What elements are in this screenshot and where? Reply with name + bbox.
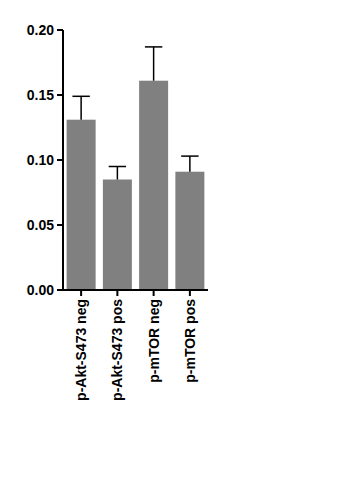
y-tick-label: 0.10 xyxy=(27,152,54,168)
error-bar xyxy=(109,167,126,180)
chart: 0.00 0.05 0.10 0.15 0.20 p-Akt-S473 neg p-Akt-… xyxy=(0,0,344,477)
x-axis xyxy=(62,289,208,291)
y-tick-label: 0.15 xyxy=(27,87,54,103)
error-bar xyxy=(72,96,89,119)
x-tick xyxy=(80,290,82,296)
error-bar xyxy=(145,47,162,81)
x-tick-label: p-mTOR neg xyxy=(146,299,162,383)
x-tick-label: p-Akt-S473 neg xyxy=(73,299,89,401)
error-bar xyxy=(181,156,198,172)
x-tick xyxy=(116,290,118,296)
y-tick-label: 0.20 xyxy=(27,22,54,38)
y-tick-label: 0.00 xyxy=(27,282,54,298)
x-tick-label: p-Akt-S473 pos xyxy=(109,299,125,401)
y-axis xyxy=(62,30,64,291)
bar xyxy=(67,120,96,290)
bar xyxy=(139,81,168,290)
y-tick-label: 0.05 xyxy=(27,217,54,233)
chart-svg: 0.00 0.05 0.10 0.15 0.20 p-Akt-S473 neg p-Akt-… xyxy=(0,0,344,477)
x-tick-label: p-mTOR pos xyxy=(182,299,198,383)
x-tick xyxy=(153,290,155,296)
bar xyxy=(175,172,204,290)
plot-area xyxy=(67,47,205,290)
bar xyxy=(103,180,132,291)
x-tick xyxy=(189,290,191,296)
